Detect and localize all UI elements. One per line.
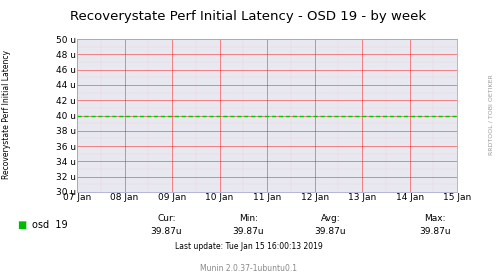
Text: Last update: Tue Jan 15 16:00:13 2019: Last update: Tue Jan 15 16:00:13 2019 xyxy=(174,242,323,251)
Text: Avg:: Avg: xyxy=(321,214,340,223)
Text: Recoverystate Perf Initial Latency: Recoverystate Perf Initial Latency xyxy=(2,50,11,179)
Text: Min:: Min: xyxy=(239,214,258,223)
Text: ■: ■ xyxy=(17,220,27,230)
Text: Munin 2.0.37-1ubuntu0.1: Munin 2.0.37-1ubuntu0.1 xyxy=(200,264,297,273)
Text: 39.87u: 39.87u xyxy=(151,227,182,235)
Text: 39.87u: 39.87u xyxy=(315,227,346,235)
Text: Max:: Max: xyxy=(424,214,446,223)
Text: Cur:: Cur: xyxy=(157,214,176,223)
Text: 39.87u: 39.87u xyxy=(233,227,264,235)
Text: 39.87u: 39.87u xyxy=(419,227,451,235)
Text: osd  19: osd 19 xyxy=(32,220,68,230)
Text: Recoverystate Perf Initial Latency - OSD 19 - by week: Recoverystate Perf Initial Latency - OSD… xyxy=(71,10,426,23)
Text: RRDTOOL / TOBI OETIKER: RRDTOOL / TOBI OETIKER xyxy=(489,74,494,155)
